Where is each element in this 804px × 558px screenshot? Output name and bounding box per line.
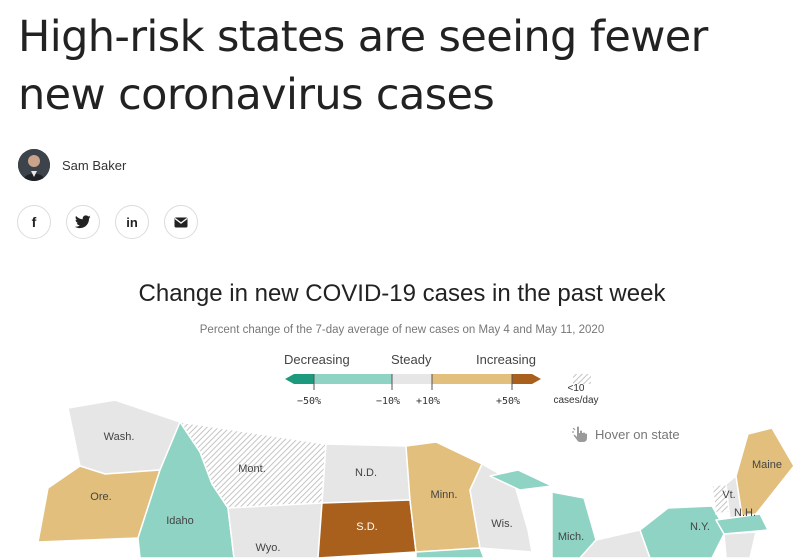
state-new-york[interactable] bbox=[639, 505, 727, 558]
legend-few-cases-line1: <10 bbox=[567, 383, 585, 394]
legend-tick-label-1: −50% bbox=[297, 396, 322, 407]
legend-scale bbox=[285, 374, 591, 390]
legend-tick-label-3: +10% bbox=[416, 396, 441, 407]
state-north-dakota[interactable] bbox=[321, 443, 411, 504]
legend-decreasing-label: Decreasing bbox=[284, 352, 350, 367]
author-avatar[interactable] bbox=[18, 149, 50, 181]
state-connecticut-area[interactable] bbox=[723, 531, 757, 558]
headline-line-1: High-risk states are seeing fewer bbox=[18, 12, 708, 62]
state-wyoming[interactable] bbox=[227, 502, 323, 558]
state-ohio-area[interactable] bbox=[579, 529, 651, 558]
legend-arrow-left bbox=[285, 374, 294, 384]
state-south-dakota[interactable] bbox=[317, 499, 417, 558]
share-bar: f in bbox=[17, 205, 198, 239]
author-photo bbox=[18, 149, 50, 181]
share-linkedin-button[interactable]: in bbox=[115, 205, 149, 239]
hover-hint-label: Hover on state bbox=[595, 426, 680, 442]
legend-swatch-steady bbox=[392, 374, 432, 384]
byline: Sam Baker bbox=[18, 148, 126, 182]
legend-steady-label: Steady bbox=[391, 352, 432, 367]
linkedin-glyph: in bbox=[126, 215, 138, 229]
legend-swatch-decrease bbox=[314, 374, 392, 384]
facebook-icon: f bbox=[32, 215, 37, 229]
state-michigan-upper[interactable] bbox=[489, 469, 553, 491]
share-twitter-button[interactable] bbox=[66, 205, 100, 239]
email-icon bbox=[174, 217, 188, 227]
chart-title: Change in new COVID-19 cases in the past… bbox=[138, 280, 666, 307]
legend-arrow-right bbox=[532, 374, 541, 384]
legend-tick-label-4: +50% bbox=[496, 396, 521, 407]
share-facebook-button[interactable]: f bbox=[17, 205, 51, 239]
linkedin-icon: in bbox=[126, 215, 138, 229]
legend-increasing-label: Increasing bbox=[476, 352, 536, 367]
legend-few-cases-label: <10 cases/day bbox=[548, 383, 604, 407]
legend-swatch-strong-decrease bbox=[294, 374, 314, 384]
article-headline: High-risk states are seeing fewer new co… bbox=[18, 8, 798, 124]
legend-swatch-increase bbox=[432, 374, 512, 384]
hover-hint: Hover on state bbox=[571, 425, 680, 443]
legend-swatch-strong-increase bbox=[512, 374, 532, 384]
state-maine[interactable] bbox=[735, 427, 795, 517]
facebook-glyph: f bbox=[32, 215, 37, 229]
author-name[interactable]: Sam Baker bbox=[62, 157, 127, 173]
share-email-button[interactable] bbox=[164, 205, 198, 239]
chart-subtitle: Percent change of the 7-day average of n… bbox=[199, 324, 605, 336]
legend-few-cases-line2: cases/day bbox=[553, 395, 599, 406]
state-iowa[interactable] bbox=[415, 547, 485, 558]
twitter-icon bbox=[75, 215, 91, 229]
legend-tick-label-2: −10% bbox=[376, 396, 401, 407]
headline-line-2: new coronavirus cases bbox=[18, 70, 495, 120]
state-massachusetts[interactable] bbox=[715, 513, 769, 535]
hand-pointer-icon bbox=[572, 426, 587, 442]
legend-swatch-few-cases bbox=[573, 374, 591, 384]
